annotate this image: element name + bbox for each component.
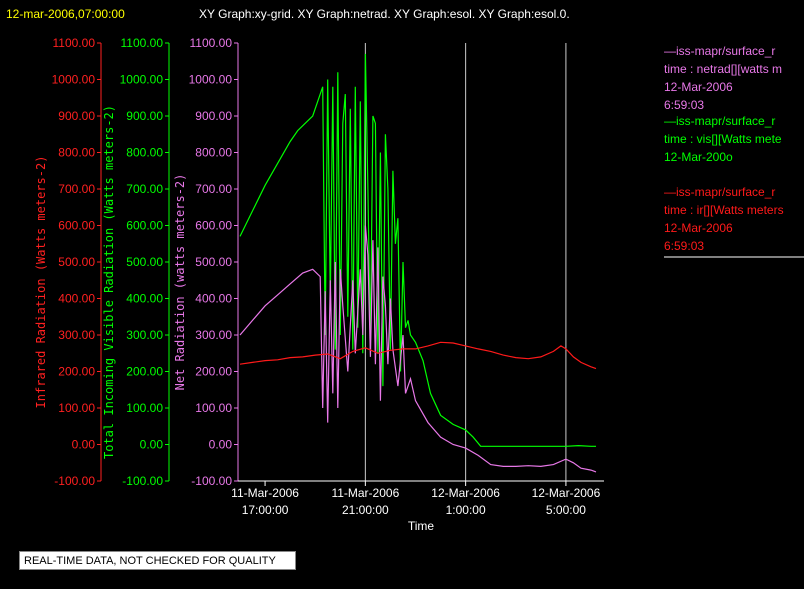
legend-entry-text: —iss-mapr/surface_r: [664, 185, 775, 199]
y-tick-label: 500.00: [58, 255, 95, 269]
x-tick-label-date: 12-Mar-2006: [431, 486, 500, 500]
y-tick-label: 900.00: [126, 109, 163, 123]
legend-entry-text: —iss-mapr/surface_r: [664, 44, 775, 58]
y-tick-label: -100.00: [122, 474, 163, 488]
y-tick-label: 400.00: [126, 292, 163, 306]
x-tick-label-time: 21:00:00: [342, 503, 389, 517]
x-tick-label-time: 1:00:00: [446, 503, 486, 517]
x-tick-label-time: 5:00:00: [546, 503, 586, 517]
y-tick-label: 600.00: [58, 219, 95, 233]
y-tick-label: -100.00: [191, 474, 232, 488]
legend-entry-text: time : vis[][Watts mete: [664, 132, 782, 146]
x-axis-label: Time: [408, 519, 435, 533]
x-tick-label-date: 11-Mar-2006: [231, 486, 299, 500]
y-tick-label: 500.00: [126, 255, 163, 269]
y-tick-label: 200.00: [195, 365, 232, 379]
y-tick-label: 400.00: [58, 292, 95, 306]
x-tick-label-time: 17:00:00: [242, 503, 289, 517]
legend-entry-text: time : netrad[][watts m: [664, 62, 782, 76]
legend-entry-text: time : ir[][Watts meters: [664, 203, 784, 217]
y-tick-label: 800.00: [195, 146, 232, 160]
y-tick-label: 0.00: [140, 438, 164, 452]
quality-notice: REAL-TIME DATA, NOT CHECKED FOR QUALITY: [19, 551, 296, 570]
legend-entry-text: —iss-mapr/surface_r: [664, 114, 775, 128]
y-tick-label: 1000.00: [120, 73, 164, 87]
legend-entry-text: 12-Mar-2006: [664, 221, 733, 235]
y-tick-label: 1000.00: [52, 73, 96, 87]
header-timestamp: 12-mar-2006,07:00:00: [6, 7, 125, 21]
legend-entry-text: 6:59:03: [664, 98, 704, 112]
y-tick-label: 0.00: [72, 438, 96, 452]
legend-entry-text: 12-Mar-200o: [664, 150, 733, 164]
y-tick-label: 300.00: [126, 328, 163, 342]
y-tick-label: 900.00: [195, 109, 232, 123]
y-tick-label: 300.00: [58, 328, 95, 342]
x-tick-label-date: 11-Mar-2006: [331, 486, 399, 500]
y-tick-label: -100.00: [54, 474, 95, 488]
y-tick-label: 900.00: [58, 109, 95, 123]
y-tick-label: 0.00: [209, 438, 233, 452]
y-tick-label: 800.00: [126, 146, 163, 160]
series-line-ir: [239, 341, 597, 370]
series-line-netrad: [239, 225, 597, 473]
legend-entry-text: 6:59:03: [664, 239, 704, 253]
y-tick-label: 600.00: [126, 219, 163, 233]
y-tick-label: 100.00: [126, 401, 163, 415]
y-tick-label: 700.00: [58, 182, 95, 196]
y-tick-label: 1000.00: [189, 73, 233, 87]
plot-grid: [364, 43, 567, 481]
y-tick-label: 700.00: [126, 182, 163, 196]
x-tick-label-date: 12-Mar-2006: [532, 486, 601, 500]
y-tick-label: 600.00: [195, 219, 232, 233]
series-group: [239, 53, 597, 473]
y-tick-label: 100.00: [195, 401, 232, 415]
y-axis-label: Infrared Radiation (Watts meters-2): [34, 156, 48, 409]
y-tick-label: 200.00: [126, 365, 163, 379]
header-graph-list: XY Graph:xy-grid. XY Graph:netrad. XY Gr…: [199, 7, 570, 21]
legend-entry-text: 12-Mar-2006: [664, 80, 733, 94]
y-tick-label: 1100.00: [190, 36, 233, 50]
y-tick-label: 1100.00: [53, 36, 96, 50]
y-axis-label: Total Incoming Visible Radiation (Watts …: [102, 105, 116, 459]
y-tick-label: 300.00: [195, 328, 232, 342]
y-tick-label: 100.00: [58, 401, 95, 415]
y-tick-label: 500.00: [195, 255, 232, 269]
y-axis-label: Net Radiation (watts meters-2): [173, 174, 187, 391]
y-tick-label: 1100.00: [121, 36, 164, 50]
y-tick-label: 800.00: [58, 146, 95, 160]
series-line-vis: [239, 53, 596, 447]
y-tick-label: 400.00: [195, 292, 232, 306]
axes-group: -100.00 0.00 100.00 200.00 300.00 400.00 500.0…: [34, 36, 604, 533]
y-tick-label: 700.00: [195, 182, 232, 196]
y-tick-label: 200.00: [58, 365, 95, 379]
